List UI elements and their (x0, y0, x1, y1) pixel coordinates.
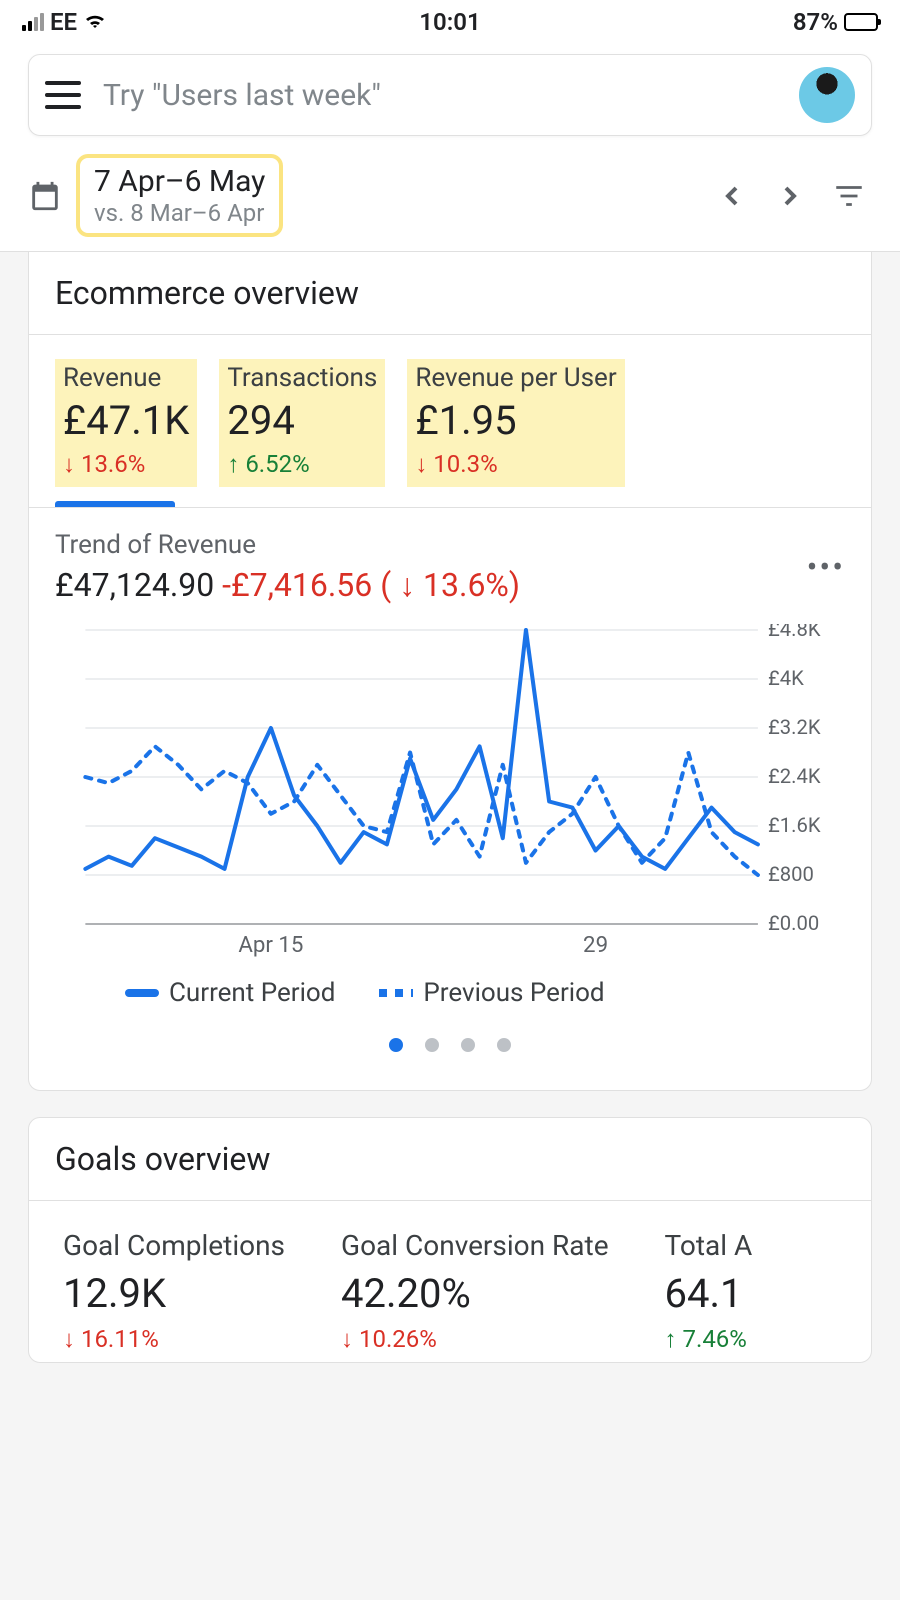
pager-dot[interactable] (425, 1038, 439, 1052)
avatar[interactable] (799, 67, 855, 123)
metric-value: 64.1 (665, 1270, 753, 1317)
metric-total-a[interactable]: Total A 64.1 ↑ 7.46% (657, 1225, 761, 1362)
ecommerce-metrics: Revenue £47.1K ↓ 13.6% Transactions 294 ↑ 6.5… (29, 335, 871, 501)
metric-value: 294 (227, 397, 377, 444)
goals-title: Goals overview (29, 1118, 871, 1201)
pager-dot[interactable] (389, 1038, 403, 1052)
metric-transactions[interactable]: Transactions 294 ↑ 6.52% (219, 359, 385, 487)
date-range-bar: 7 Apr–6 May vs. 8 Mar–6 Apr (0, 146, 900, 252)
calendar-icon[interactable] (28, 179, 62, 213)
battery-pct: 87% (793, 8, 838, 36)
metric-change: ↓ 16.11% (63, 1325, 285, 1354)
trend-header: Trend of Revenue £47,124.90 -£7,416.56 (… (29, 508, 871, 614)
pager-dot[interactable] (461, 1038, 475, 1052)
metric-revenue[interactable]: Revenue £47.1K ↓ 13.6% (55, 359, 197, 487)
wifi-icon (83, 10, 107, 34)
metric-goal-completions[interactable]: Goal Completions 12.9K ↓ 16.11% (55, 1225, 293, 1362)
svg-text:£2.4K: £2.4K (768, 764, 821, 788)
metric-change: ↑ 6.52% (227, 450, 377, 479)
metric-change: ↑ 7.46% (665, 1325, 753, 1354)
metric-label: Goal Conversion Rate (341, 1229, 609, 1262)
next-arrow[interactable] (768, 174, 812, 218)
status-right: 87% (793, 8, 878, 36)
date-range: 7 Apr–6 May (94, 164, 265, 199)
battery-icon (844, 13, 878, 31)
search-bar-container: Try "Users last week" (0, 44, 900, 146)
metric-goal-conversion-rate[interactable]: Goal Conversion Rate 42.20% ↓ 10.26% (333, 1225, 617, 1362)
carrier-label: EE (50, 8, 77, 36)
svg-text:Apr 15: Apr 15 (238, 932, 303, 958)
metric-value: £1.95 (415, 397, 616, 444)
search-bar[interactable]: Try "Users last week" (28, 54, 872, 136)
metric-revenue-per-user[interactable]: Revenue per User £1.95 ↓ 10.3% (407, 359, 624, 487)
legend-previous: Previous Period (379, 978, 604, 1008)
metric-value: 42.20% (341, 1270, 609, 1317)
svg-text:£4.8K: £4.8K (768, 624, 821, 641)
ecommerce-title: Ecommerce overview (29, 252, 871, 335)
svg-text:£1.6K: £1.6K (768, 813, 821, 837)
goals-card: Goals overview Goal Completions 12.9K ↓ 16… (28, 1117, 872, 1363)
goals-metrics: Goal Completions 12.9K ↓ 16.11% Goal Conver… (29, 1201, 871, 1362)
signal-icon (22, 13, 44, 31)
date-compare: vs. 8 Mar–6 Apr (94, 199, 265, 227)
metric-value: £47.1K (63, 397, 189, 444)
metric-change: ↓ 10.26% (341, 1325, 609, 1354)
trend-total: £47,124.90 (55, 566, 214, 604)
metric-label: Total A (665, 1229, 753, 1262)
metric-value: 12.9K (63, 1270, 285, 1317)
svg-text:£4K: £4K (768, 666, 804, 690)
svg-text:29: 29 (583, 932, 608, 958)
svg-text:£800: £800 (768, 862, 814, 886)
pager-dots[interactable] (55, 1028, 845, 1080)
ecommerce-card: Ecommerce overview Revenue £47.1K ↓ 13.6% T… (28, 252, 872, 1091)
prev-arrow[interactable] (710, 174, 754, 218)
svg-text:£3.2K: £3.2K (768, 715, 821, 739)
chart-legend: Current Period Previous Period (55, 964, 845, 1028)
metric-change: ↓ 10.3% (415, 450, 616, 479)
metric-label: Transactions (227, 363, 377, 393)
clock: 10:01 (419, 8, 480, 36)
status-bar: EE 10:01 87% (0, 0, 900, 44)
svg-text:£0.00: £0.00 (768, 911, 819, 935)
pager-dot[interactable] (497, 1038, 511, 1052)
trend-delta: -£7,416.56 ( ↓ 13.6%) (222, 566, 520, 604)
metric-change: ↓ 13.6% (63, 450, 189, 479)
date-range-selector[interactable]: 7 Apr–6 May vs. 8 Mar–6 Apr (76, 154, 283, 237)
search-input[interactable]: Try "Users last week" (103, 78, 799, 113)
status-left: EE (22, 8, 107, 36)
trend-chart: £0.00 £800 £1.6K £2.4K £3.2K £4K £4.8K Apr 15 29… (29, 614, 871, 1090)
filter-icon[interactable] (826, 173, 872, 219)
legend-current: Current Period (125, 978, 335, 1008)
menu-icon[interactable] (45, 81, 81, 109)
more-icon[interactable]: ••• (807, 530, 845, 586)
metric-label: Goal Completions (63, 1229, 285, 1262)
trend-title: Trend of Revenue (55, 530, 520, 560)
metric-label: Revenue (63, 363, 189, 393)
metric-label: Revenue per User (415, 363, 616, 393)
